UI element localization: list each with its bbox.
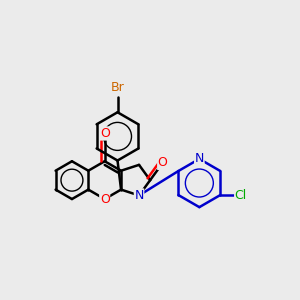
Text: Br: Br xyxy=(111,81,124,94)
Text: O: O xyxy=(100,193,110,206)
Text: O: O xyxy=(158,156,168,170)
Text: Cl: Cl xyxy=(235,189,247,202)
Text: O: O xyxy=(100,127,110,140)
Text: N: N xyxy=(134,189,144,202)
Text: N: N xyxy=(195,152,204,165)
